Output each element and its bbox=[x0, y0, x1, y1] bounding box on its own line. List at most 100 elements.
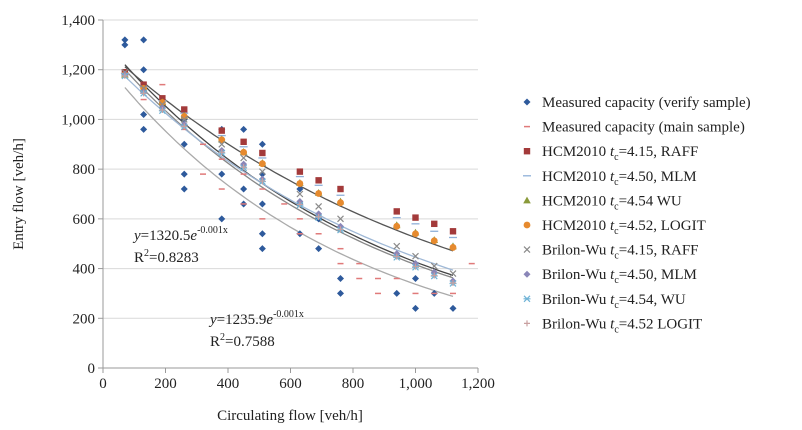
legend-label: Brilon-Wu tc=4.54, WU bbox=[542, 292, 686, 311]
data-point bbox=[258, 160, 266, 168]
gridlines bbox=[103, 19, 478, 319]
y-tick-label: 1,400 bbox=[61, 13, 95, 29]
data-point bbox=[240, 148, 248, 156]
legend-marker bbox=[524, 320, 530, 327]
data-point bbox=[393, 289, 401, 297]
legend-marker bbox=[523, 246, 531, 254]
data-point bbox=[258, 140, 266, 148]
data-point bbox=[296, 190, 304, 198]
data-point bbox=[258, 200, 266, 208]
data-point bbox=[140, 125, 148, 133]
legend-marker bbox=[523, 270, 531, 278]
data-point bbox=[240, 154, 248, 162]
data-point bbox=[258, 245, 266, 253]
data-point bbox=[259, 178, 266, 185]
data-point bbox=[218, 215, 226, 223]
data-point bbox=[315, 213, 322, 220]
data-point bbox=[258, 170, 266, 178]
data-point bbox=[393, 253, 400, 260]
x-tick-labels: 0 200 400 600 800 1,000 1,200 bbox=[99, 368, 495, 392]
trendline bbox=[124, 75, 454, 271]
x-axis-title: Circulating flow [veh/h] bbox=[217, 408, 363, 424]
data-point bbox=[121, 41, 129, 49]
data-point bbox=[412, 230, 419, 238]
data-point bbox=[159, 106, 166, 113]
data-point bbox=[258, 230, 266, 238]
legend-label: HCM2010 tc=4.50, MLM bbox=[542, 169, 697, 188]
legend: Measured capacity (verify sample) Measure… bbox=[523, 95, 751, 335]
data-point bbox=[240, 138, 247, 145]
data-point bbox=[337, 185, 344, 193]
data-point bbox=[315, 190, 323, 197]
data-point bbox=[218, 127, 225, 134]
data-point bbox=[337, 215, 344, 223]
legend-marker bbox=[523, 295, 531, 303]
y-tick-label: 1,200 bbox=[61, 63, 95, 79]
data-points bbox=[120, 36, 475, 312]
legend-marker bbox=[523, 221, 531, 229]
data-point bbox=[258, 168, 266, 176]
r-squared-1: R2=0.8283 bbox=[134, 248, 199, 266]
data-point bbox=[240, 185, 248, 193]
data-point bbox=[431, 220, 438, 228]
data-point bbox=[450, 279, 456, 286]
legend-label: HCM2010 tc=4.15, RAFF bbox=[542, 144, 698, 163]
legend-marker bbox=[523, 148, 531, 155]
data-point bbox=[240, 125, 248, 133]
data-point bbox=[140, 66, 148, 74]
equation-2: y=1235.9e-0.001x bbox=[208, 309, 304, 328]
data-point bbox=[430, 262, 438, 270]
legend-label: HCM2010 tc=4.54 WU bbox=[542, 193, 682, 212]
data-point bbox=[121, 72, 128, 79]
data-point bbox=[393, 222, 401, 230]
data-point bbox=[412, 252, 419, 260]
x-tick-label: 600 bbox=[279, 376, 302, 392]
data-point bbox=[180, 185, 188, 193]
data-point bbox=[140, 90, 147, 97]
data-point bbox=[296, 168, 304, 175]
data-point bbox=[430, 237, 438, 245]
data-point bbox=[412, 263, 419, 270]
x-tick-label: 400 bbox=[217, 376, 240, 392]
data-point bbox=[158, 99, 166, 106]
x-tick-label: 1,200 bbox=[461, 376, 495, 392]
data-point bbox=[393, 208, 400, 215]
data-point bbox=[449, 270, 457, 277]
data-point bbox=[180, 170, 188, 178]
data-point bbox=[412, 214, 419, 221]
legend-marker bbox=[523, 98, 531, 106]
legend-label: HCM2010 tc=4.52, LOGIT bbox=[542, 218, 706, 237]
data-point bbox=[337, 226, 344, 233]
legend-label: Brilon-Wu tc=4.15, RAFF bbox=[542, 243, 699, 262]
data-point bbox=[337, 289, 344, 297]
y-tick-label: 800 bbox=[73, 162, 96, 178]
data-point bbox=[240, 164, 247, 171]
data-point bbox=[140, 36, 148, 44]
data-point bbox=[449, 228, 457, 235]
data-point bbox=[337, 199, 344, 207]
x-tick-label: 800 bbox=[342, 376, 365, 392]
legend-label: Measured capacity (verify sample) bbox=[542, 95, 751, 111]
data-point bbox=[180, 116, 188, 123]
x-tick-label: 0 bbox=[99, 376, 107, 392]
y-tick-label: 400 bbox=[73, 262, 96, 278]
r-squared-2: R2=0.7588 bbox=[210, 332, 275, 350]
y-tick-label: 0 bbox=[88, 361, 96, 377]
data-point bbox=[315, 177, 322, 184]
legend-label: Brilon-Wu tc=4.50, MLM bbox=[542, 267, 697, 286]
data-point bbox=[431, 272, 438, 279]
x-tick-label: 1,000 bbox=[399, 376, 433, 392]
data-point bbox=[181, 106, 188, 113]
data-point bbox=[449, 244, 457, 251]
data-point bbox=[218, 136, 226, 144]
data-point bbox=[259, 149, 266, 157]
data-point bbox=[393, 242, 401, 250]
data-point bbox=[412, 304, 419, 312]
data-point bbox=[412, 275, 419, 283]
data-point bbox=[337, 275, 344, 283]
data-point bbox=[315, 245, 323, 253]
y-tick-labels: 0 200 400 600 800 1,000 1,200 1,400 bbox=[61, 13, 103, 377]
data-point bbox=[296, 201, 303, 208]
data-point bbox=[140, 84, 148, 92]
